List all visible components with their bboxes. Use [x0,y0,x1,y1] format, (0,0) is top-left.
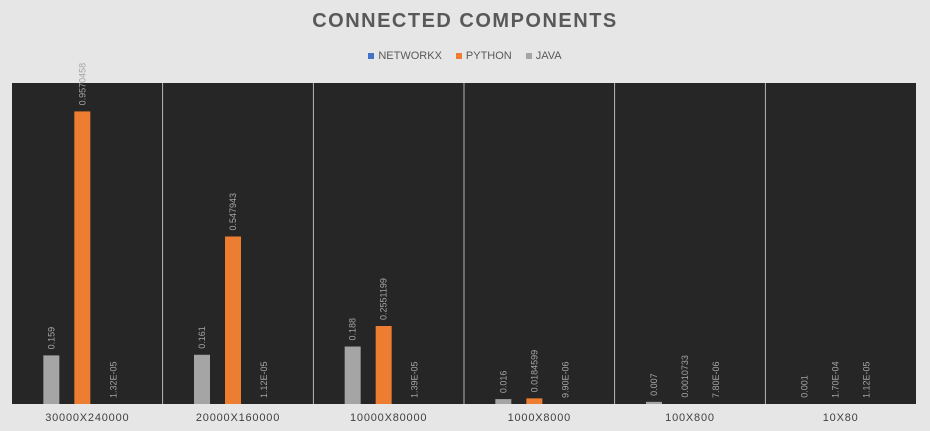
bar [495,399,512,404]
bar [43,355,60,404]
legend-swatch [368,53,375,59]
legend-item: NETWORKX [368,50,442,62]
x-tick-label: 100X800 [665,412,715,424]
data-label: 0.159 [46,327,56,350]
data-label: 0.001 [800,375,810,398]
bar [375,326,392,404]
legend-label: PYTHON [465,50,512,62]
data-label: 9.90E-06 [560,361,570,398]
data-label: 1.12E-05 [259,361,269,398]
data-label: 0.2551199 [379,278,389,320]
data-label: 1.70E-04 [831,361,841,398]
data-label: 0.188 [348,318,358,341]
data-label: 0.007 [649,373,659,396]
legend-label: NETWORKX [378,50,442,62]
data-label: 0.0010733 [680,355,690,398]
bar [74,111,91,405]
x-tick-label: 10000X80000 [350,412,427,424]
legend-label: JAVA [535,50,562,62]
bar [194,354,210,404]
x-tick-label: 10X80 [823,412,859,424]
data-label: 0.547943 [228,193,238,231]
x-tick-label: 1000X8000 [508,412,571,424]
data-label: 0.016 [498,371,508,394]
legend-item: JAVA [525,50,562,62]
chart-title: CONNECTED COMPONENTS [312,10,618,32]
bar [344,346,361,404]
legend-swatch [525,53,532,59]
x-tick-label: 30000X240000 [45,412,129,424]
chart-legend: NETWORKX PYTHON JAVA [0,50,930,62]
data-label: 1.39E-05 [410,361,420,398]
data-label: 0.0184599 [529,350,539,393]
legend-item: PYTHON [455,50,512,62]
legend-swatch [455,53,462,59]
bar [526,398,543,404]
data-label: 0.9570458 [77,63,87,106]
bar [225,236,241,404]
x-tick-label: 20000X160000 [196,412,280,424]
data-label: 7.80E-06 [711,361,721,398]
data-label: 1.12E-05 [862,361,872,398]
data-label: 1.32E-05 [108,361,118,398]
data-label: 0.161 [197,326,207,349]
bar [646,401,662,404]
